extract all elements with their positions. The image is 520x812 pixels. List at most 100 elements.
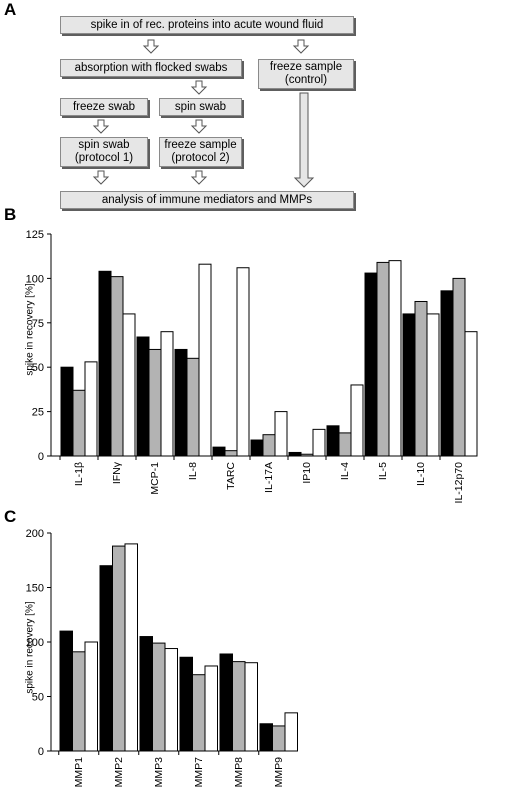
chart-b-bar-series1 xyxy=(212,446,226,457)
chart-b-category-label: MCP-1 xyxy=(149,462,161,495)
chart-b-category-label: IL-12p70 xyxy=(453,462,465,504)
chart-c-category-label: MMP3 xyxy=(153,757,165,787)
chart-b-bar-series3 xyxy=(236,267,250,457)
chart-b-category-label: IL-1β xyxy=(73,462,85,486)
chart-b: 0 25 50 75 100 125 IL-1β IFNγ MCP-1 IL-8 TARC IL-17… xyxy=(26,229,478,504)
flow-box-analysis: analysis of immune mediators and MMPs xyxy=(60,191,354,209)
chart-b-bar-series3 xyxy=(274,411,288,457)
flow-box-absorption: absorption with flocked swabs xyxy=(60,59,242,77)
chart-c: 0 50 100 150 200 MMP1 MMP2 MMP3 MMP7 MMP8 MMP9 xyxy=(26,528,298,787)
arrow-down-icon xyxy=(190,80,208,95)
arrow-down-icon xyxy=(142,39,160,54)
chart-c-bar-series1 xyxy=(99,565,113,752)
chart-b-bar-series3 xyxy=(312,428,326,457)
arrow-down-icon xyxy=(292,39,310,54)
chart-b-bar-series1 xyxy=(98,270,112,457)
chart-b-bar-series3 xyxy=(388,260,402,457)
chart-c-bar-series2 xyxy=(152,642,166,752)
chart-b-y-tick-label: 100 xyxy=(26,273,44,285)
chart-c-category-label: MMP9 xyxy=(273,757,285,787)
flow-box-spike: spike in of rec. proteins into acute wou… xyxy=(60,16,354,34)
chart-b-bar-series1 xyxy=(250,439,264,457)
chart-b-bar-series2 xyxy=(224,450,238,457)
panel-label-a: A xyxy=(4,0,17,19)
flow-box-freeze-swab: freeze swab xyxy=(60,98,148,116)
chart-b-category-label: IL-17A xyxy=(263,462,275,493)
chart-c-bar-series3 xyxy=(204,665,218,752)
chart-c-category-label: MMP8 xyxy=(233,757,245,787)
chart-b-bar-series1 xyxy=(440,290,454,457)
chart-c-bar-series2 xyxy=(112,545,126,752)
chart-b-bar-series2 xyxy=(452,277,466,457)
chart-c-bar-series1 xyxy=(179,656,193,752)
chart-c-bar-series2 xyxy=(192,674,206,752)
chart-c-bar-series2 xyxy=(232,661,246,752)
chart-c-bar-series1 xyxy=(139,636,153,752)
arrow-down-icon xyxy=(190,170,208,185)
chart-c-bar-series1 xyxy=(59,630,73,752)
chart-b-bar-series1 xyxy=(136,336,150,457)
chart-c-y-tick-label: 100 xyxy=(26,637,44,649)
chart-c-category-label: MMP1 xyxy=(73,757,85,787)
chart-c-bar-series2 xyxy=(72,651,86,752)
chart-b-bar-series3 xyxy=(198,263,212,457)
chart-b-y-tick-label: 125 xyxy=(26,229,44,241)
flow-box-spin-swab: spin swab xyxy=(159,98,242,116)
chart-b-bar-series3 xyxy=(84,361,98,457)
flow-box-freeze-sample-protocol2: freeze sample (protocol 2) xyxy=(159,137,242,167)
arrow-down-icon xyxy=(92,119,110,134)
chart-c-y-tick-label: 200 xyxy=(26,528,44,540)
chart-b-bar-series1 xyxy=(174,348,188,457)
chart-c-y-tick-label: 150 xyxy=(26,583,44,595)
chart-c-bar-series1 xyxy=(259,723,273,752)
chart-c-bar-series3 xyxy=(84,641,98,752)
chart-b-bar-series1 xyxy=(326,425,340,457)
chart-c-y-tick-label: 50 xyxy=(32,692,44,704)
flow-arrows xyxy=(92,39,315,188)
chart-b-bar-series1 xyxy=(364,272,378,457)
flow-box-freeze-control: freeze sample (control) xyxy=(258,59,354,89)
chart-b-category-label: IL-5 xyxy=(377,462,389,480)
chart-b-category-label: IFNγ xyxy=(111,461,123,484)
chart-b-bar-series1 xyxy=(60,366,74,457)
chart-c-bar-series3 xyxy=(244,662,258,752)
panel-label-b: B xyxy=(4,205,17,224)
arrow-down-icon xyxy=(190,119,208,134)
chart-b-bar-series2 xyxy=(186,357,200,457)
chart-b-y-tick-label: 50 xyxy=(32,362,44,374)
chart-b-bar-series3 xyxy=(122,313,136,457)
chart-b-bar-series2 xyxy=(110,276,124,457)
chart-b-bar-series2 xyxy=(72,389,86,457)
chart-b-bar-series3 xyxy=(350,384,364,457)
chart-c-category-label: MMP2 xyxy=(113,757,125,787)
chart-b-bar-series2 xyxy=(338,432,352,457)
chart-b-category-label: IP10 xyxy=(301,462,313,484)
arrow-down-icon xyxy=(92,170,110,185)
panel-label-c: C xyxy=(4,507,17,526)
chart-c-bar-series2 xyxy=(272,725,286,752)
chart-b-bar-series1 xyxy=(288,451,302,457)
chart-c-bar-series3 xyxy=(284,712,298,752)
chart-b-bar-series2 xyxy=(148,348,162,457)
chart-b-y-tick-label: 25 xyxy=(32,407,44,419)
chart-b-bar-series2 xyxy=(262,434,276,457)
chart-b-category-label: TARC xyxy=(225,462,237,490)
chart-b-bar-series2 xyxy=(300,453,314,457)
chart-b-bar-series2 xyxy=(376,261,390,457)
chart-b-category-label: IL-8 xyxy=(187,462,199,480)
chart-c-category-label: MMP7 xyxy=(193,757,205,787)
arrow-down-long-icon xyxy=(293,92,315,188)
flow-box-spin-swab-protocol1: spin swab (protocol 1) xyxy=(60,137,148,167)
chart-c-bar-series1 xyxy=(219,653,233,752)
chart-b-y-tick-label: 75 xyxy=(32,318,44,330)
chart-b-y-tick-label: 0 xyxy=(38,451,44,463)
chart-b-bar-series2 xyxy=(414,300,428,457)
chart-c-y-tick-label: 0 xyxy=(38,746,44,758)
chart-c-bar-series3 xyxy=(124,543,138,752)
chart-b-category-label: IL-4 xyxy=(339,462,351,480)
chart-c-bar-series3 xyxy=(164,648,178,752)
chart-b-bar-series3 xyxy=(160,331,174,457)
chart-b-bar-series3 xyxy=(464,331,478,457)
chart-b-category-label: IL-10 xyxy=(415,462,427,486)
chart-b-bar-series1 xyxy=(402,313,416,457)
